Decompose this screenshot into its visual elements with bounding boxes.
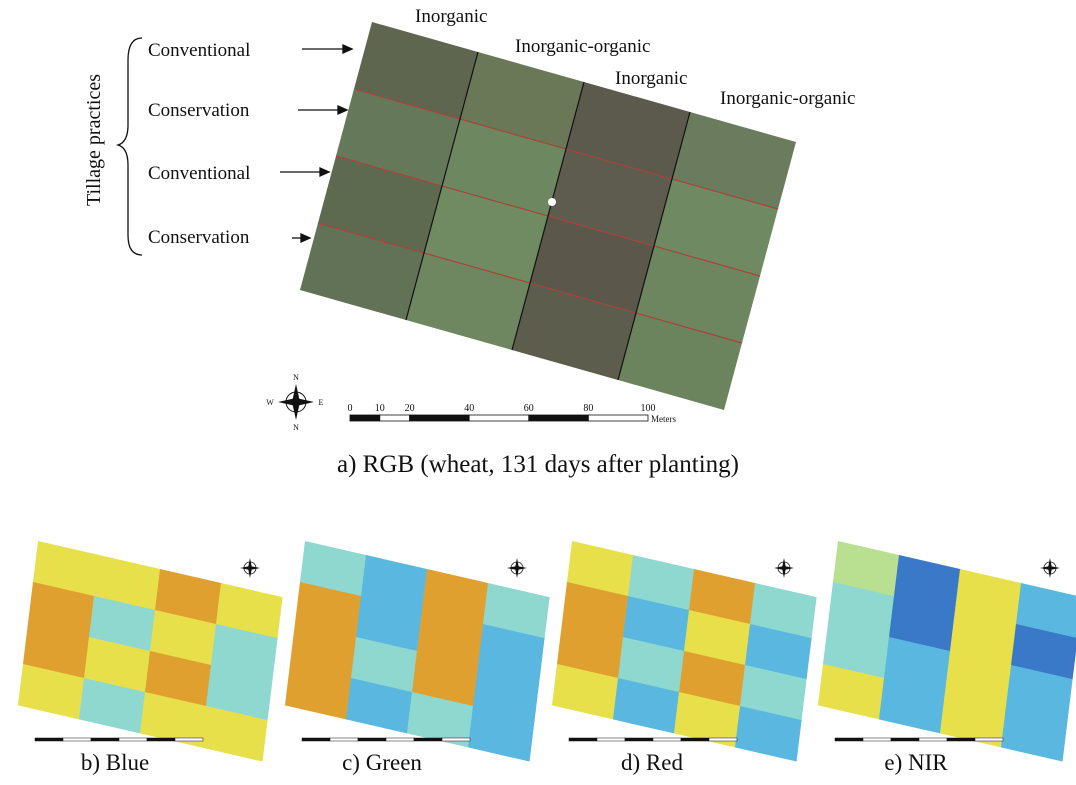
scale-segment [410, 415, 470, 421]
mini-scale-segment [653, 738, 681, 741]
scale-tick-label: 100 [641, 403, 656, 414]
scale-tick-label: 10 [375, 403, 385, 414]
mini-scale-segment [414, 738, 442, 741]
row-label: Conservation [148, 100, 250, 121]
mini-scale-segment [569, 738, 597, 741]
column-label: Inorganic [615, 68, 687, 89]
scale-segment [350, 415, 380, 421]
caption: d) Red [621, 750, 683, 775]
compass-n: N [293, 373, 299, 382]
mini-scale-segment [625, 738, 653, 741]
band-field [285, 541, 550, 762]
mini-scale-segment [975, 738, 1003, 741]
caption: a) RGB (wheat, 131 days after planting) [337, 451, 739, 478]
mini-scale-segment [919, 738, 947, 741]
mini-scale-segment [175, 738, 203, 741]
scale-tick-label: 80 [583, 403, 593, 414]
row-label: Conventional [148, 40, 250, 61]
mini-scale-segment [358, 738, 386, 741]
field-grid [300, 22, 796, 410]
scale-segment [469, 415, 529, 421]
compass-w: W [266, 398, 274, 407]
compass-s: N [293, 423, 299, 432]
mini-compass-rose [240, 558, 260, 578]
scale-segment [380, 415, 410, 421]
mini-compass-rose [1040, 558, 1060, 578]
caption: e) NIR [884, 750, 948, 775]
mini-scale-segment [330, 738, 358, 741]
scale-tick-label: 20 [405, 403, 415, 414]
mini-scale-segment [63, 738, 91, 741]
caption: c) Green [342, 750, 422, 775]
brace [118, 38, 142, 255]
mini-scale-segment [442, 738, 470, 741]
mini-scale-segment [891, 738, 919, 741]
caption: b) Blue [81, 750, 149, 775]
mini-scale-segment [91, 738, 119, 741]
row-label: Conservation [148, 227, 250, 248]
mini-scale-segment [597, 738, 625, 741]
scale-tick-label: 40 [464, 403, 474, 414]
rgb-field [300, 22, 796, 410]
mini-compass-rose [507, 558, 527, 578]
column-label: Inorganic [415, 6, 487, 27]
mini-scale-segment [35, 738, 63, 741]
mini-scale-segment [863, 738, 891, 741]
compass: N W E N [266, 373, 323, 432]
marker [548, 198, 556, 206]
band-field [818, 541, 1076, 762]
mini-scale-segment [709, 738, 737, 741]
mini-scale-segment [119, 738, 147, 741]
scale-segment [529, 415, 589, 421]
column-label: Inorganic-organic [720, 88, 855, 109]
band-field [18, 541, 283, 762]
mini-scale-segment [147, 738, 175, 741]
band-panels [18, 541, 1076, 762]
compass-e: E [319, 398, 324, 407]
axis-label: Tillage practices [83, 74, 105, 206]
row-label: Conventional [148, 163, 250, 184]
mini-scale-segment [681, 738, 709, 741]
mini-scale-segment [302, 738, 330, 741]
mini-scale-segment [947, 738, 975, 741]
column-label: Inorganic-organic [515, 36, 650, 57]
scale-tick-label: 0 [348, 403, 353, 414]
figure: Tillage practices Conventional Conservat… [0, 0, 1076, 785]
scale-tick-label: 60 [524, 403, 534, 414]
band-field [552, 541, 817, 762]
scale-segment [588, 415, 648, 421]
scale-unit: Meters [651, 414, 676, 424]
mini-scale-segment [835, 738, 863, 741]
mini-compass-rose [774, 558, 794, 578]
mini-scale-segment [386, 738, 414, 741]
